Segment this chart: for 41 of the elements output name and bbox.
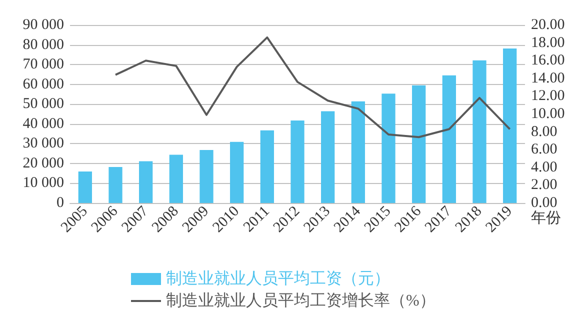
bar — [230, 142, 244, 203]
y2-tick-label: 4.00 — [531, 159, 558, 176]
bar — [108, 167, 122, 203]
y-tick-label: 70 000 — [22, 56, 64, 73]
y-tick-label: 40 000 — [22, 116, 64, 132]
y-tick-label: 90 000 — [22, 17, 64, 33]
x-axis-title: 年份 — [531, 210, 561, 226]
bar — [169, 154, 183, 203]
y2-tick-label: 12.00 — [531, 88, 565, 104]
y-tick-label: 0 — [56, 195, 64, 211]
y2-tick-label: 2.00 — [531, 177, 558, 194]
bar — [78, 172, 92, 203]
y2-tick-label: 0.00 — [531, 195, 558, 211]
y2-tick-label: 18.00 — [531, 34, 565, 51]
y2-tick-label: 16.00 — [531, 52, 565, 69]
bar — [472, 60, 486, 203]
y-tick-label: 10 000 — [22, 175, 64, 192]
x-tick-label: 2011 — [240, 203, 273, 236]
y-tick-label: 80 000 — [22, 36, 64, 53]
y-tick-label: 60 000 — [22, 76, 64, 92]
bar — [503, 48, 517, 203]
bar — [321, 111, 335, 203]
legend-label: 制造业就业人员平均工资增长率（%） — [166, 292, 436, 310]
legend-label: 制造业就业人员平均工资（元） — [166, 270, 390, 288]
bar — [200, 150, 214, 203]
bar — [412, 85, 426, 203]
y2-tick-label: 14.00 — [531, 70, 565, 86]
bar — [382, 94, 396, 203]
y2-tick-label: 20.00 — [531, 17, 565, 33]
y2-tick-label: 6.00 — [531, 142, 558, 158]
y-tick-label: 50 000 — [22, 96, 64, 112]
bar — [260, 130, 274, 203]
bar — [290, 120, 304, 203]
bar — [351, 101, 365, 203]
y-tick-label: 30 000 — [22, 136, 64, 152]
line-series — [114, 36, 511, 138]
bar — [139, 161, 153, 203]
bar — [442, 75, 456, 203]
y2-tick-label: 10.00 — [531, 106, 565, 122]
y-tick-label: 20 000 — [22, 155, 64, 172]
y2-tick-label: 8.00 — [531, 124, 558, 140]
